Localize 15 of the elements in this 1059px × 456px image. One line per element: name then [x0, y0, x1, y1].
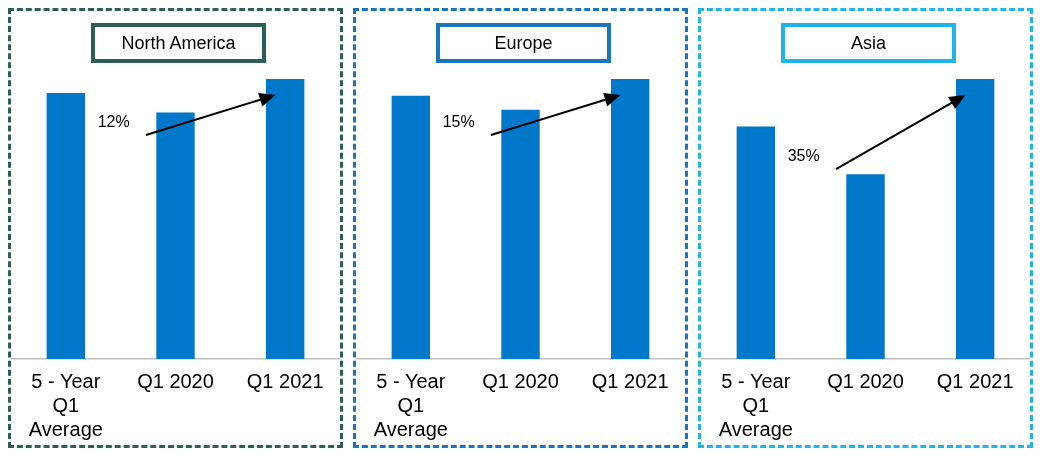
x-tick-label: 5 - Year Q1 Average: [718, 369, 793, 440]
x-tick-label: 5 - Year Q1 Average: [28, 369, 103, 440]
annotation: 12%: [97, 113, 130, 130]
chart-title: North America: [91, 23, 266, 63]
x-tick-label: Q1 2020: [482, 369, 559, 392]
x-tick-label: Q1 2020: [137, 369, 214, 392]
chart-title: Asia: [781, 23, 956, 63]
x-tick-label: Q1 2021: [936, 369, 1014, 392]
x-tick-label: 5 - Year Q1 Average: [373, 369, 448, 440]
annotation: 15%: [442, 113, 475, 130]
x-tick-label: Q1 2021: [591, 369, 669, 392]
annotation: 35%: [787, 147, 820, 165]
x-tick-label: Q1 2020: [827, 369, 904, 392]
x-tick-label: Q1 2021: [246, 369, 324, 392]
chart-title: Europe: [436, 23, 611, 63]
